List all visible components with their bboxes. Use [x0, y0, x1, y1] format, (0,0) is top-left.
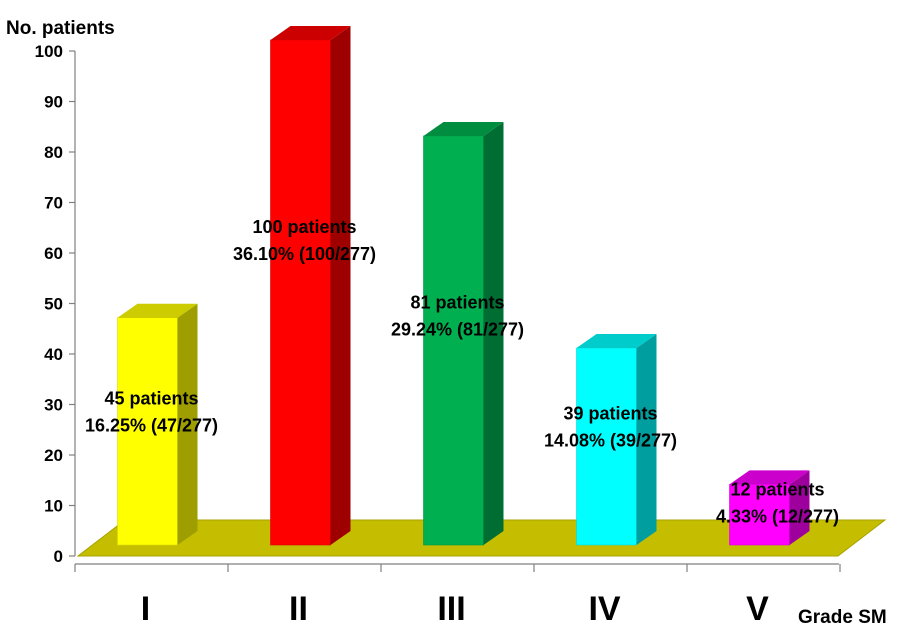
- bars: [117, 26, 810, 546]
- y-tick-label: 100: [35, 42, 63, 61]
- bar-front: [576, 347, 637, 546]
- bar-IV: [576, 334, 657, 546]
- y-tick-label: 20: [44, 446, 63, 465]
- bar-front: [423, 135, 484, 546]
- data-label: 100 patients: [252, 217, 356, 237]
- bar-top: [729, 470, 810, 485]
- y-tick-label: 40: [44, 345, 63, 364]
- data-label: 39 patients: [563, 404, 657, 424]
- data-label: 4.33% (12/277): [716, 506, 839, 526]
- bar-top: [423, 121, 504, 136]
- bar-side: [789, 470, 810, 545]
- y-tick-label: 30: [44, 396, 63, 415]
- bar-I: [117, 303, 198, 546]
- x-tick-label: IV: [588, 590, 620, 628]
- data-label: 81 patients: [410, 293, 504, 313]
- bar-top: [117, 303, 198, 318]
- data-label: 12 patients: [730, 479, 824, 499]
- data-label: 36.10% (100/277): [233, 244, 376, 264]
- x-tick-label: II: [289, 590, 308, 628]
- x-tick-label: V: [746, 590, 769, 628]
- data-label: 45 patients: [104, 389, 198, 409]
- data-labels: 45 patients 16.25% (47/277) 100 patients 36…: [85, 217, 839, 527]
- data-label: 14.08% (39/277): [544, 431, 677, 451]
- bar-side: [330, 26, 351, 545]
- x-axis-title: Grade SM: [798, 607, 887, 628]
- bar-side: [483, 121, 504, 545]
- data-label: 29.24% (81/277): [391, 320, 524, 340]
- bar-top: [576, 334, 657, 349]
- bar-front: [117, 317, 178, 546]
- y-tick-label: 90: [44, 93, 63, 112]
- y-tick-label: 70: [44, 194, 63, 213]
- bar-side: [636, 334, 657, 545]
- y-tick-label: 60: [44, 244, 63, 263]
- bar-II: [270, 26, 351, 546]
- bar-side: [177, 303, 198, 545]
- y-axis-title: No. patients: [6, 18, 115, 39]
- bar-III: [423, 121, 504, 546]
- bar-top: [270, 26, 351, 40]
- y-tick-label: 0: [54, 547, 63, 566]
- bar-V: [729, 470, 810, 546]
- data-label: 16.25% (47/277): [85, 416, 218, 436]
- x-tick-label: I: [141, 590, 150, 628]
- y-tick-label: 10: [44, 497, 63, 516]
- bar-front: [270, 39, 331, 546]
- x-tick-label: III: [437, 590, 465, 628]
- y-tick-label: 80: [44, 143, 63, 162]
- y-tick-label: 50: [44, 295, 63, 314]
